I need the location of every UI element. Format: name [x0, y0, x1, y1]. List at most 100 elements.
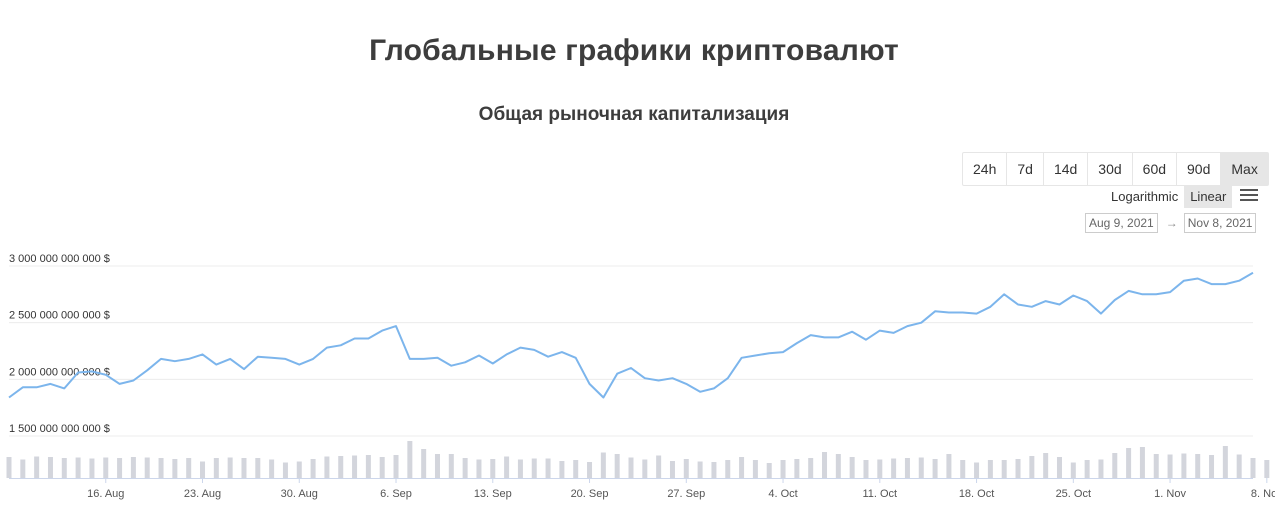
volume-bar [47, 457, 53, 478]
volume-bar [310, 459, 316, 478]
volume-bar [932, 459, 938, 478]
volume-bar [255, 458, 261, 478]
volume-bar [711, 462, 717, 478]
volume-bar [1250, 458, 1256, 478]
x-tick-label: 27. Sep [667, 488, 705, 500]
y-tick-label: 3 000 000 000 000 $ [9, 253, 110, 265]
x-tick-label: 4. Oct [768, 488, 797, 500]
volume-bar [849, 457, 855, 478]
volume-bar [1015, 459, 1021, 478]
market-cap-chart: 1 500 000 000 000 $ 2 000 000 000 000 $ 2 … [6, 253, 1275, 500]
volume-bar [1070, 462, 1076, 478]
range-button-30d[interactable]: 30d [1088, 153, 1133, 185]
volume-bar [891, 458, 897, 478]
x-tick-label: 11. Oct [862, 488, 897, 500]
x-tick-label: 16. Aug [87, 488, 124, 500]
linear-scale-button[interactable]: Linear [1184, 184, 1233, 208]
volume-bar [227, 457, 233, 478]
volume-bar [241, 458, 247, 478]
volume-bar [808, 458, 814, 478]
volume-bar [835, 454, 841, 478]
volume-bar [697, 461, 703, 478]
volume-bar [1264, 460, 1270, 478]
volume-bar [863, 460, 869, 478]
volume-bar [517, 459, 523, 478]
date-from-input[interactable]: Aug 9, 2021 [1085, 213, 1158, 233]
hamburger-menu-icon[interactable] [1240, 189, 1259, 203]
range-button-60d[interactable]: 60d [1133, 153, 1178, 185]
volume-bar [61, 458, 67, 478]
x-tick-label: 8. Nov [1251, 488, 1275, 500]
volume-bar [448, 454, 454, 478]
x-tick-label: 13. Sep [474, 488, 512, 500]
volume-bar [365, 455, 371, 478]
date-range-inputs: Aug 9, 2021 → Nov 8, 2021 [1085, 212, 1257, 234]
x-tick-label: 30. Aug [281, 488, 318, 500]
y-tick-label: 1 500 000 000 000 $ [9, 423, 110, 435]
volume-bar [573, 460, 579, 478]
range-button-7d[interactable]: 7d [1007, 153, 1044, 185]
volume-bar [725, 460, 731, 478]
volume-bar [407, 441, 413, 478]
volume-bar [1195, 454, 1201, 478]
volume-bar [490, 459, 496, 478]
range-button-90d[interactable]: 90d [1177, 153, 1222, 185]
volume-bar [117, 458, 123, 478]
volume-bar [379, 457, 385, 478]
chart-title: Общая рыночная капитализация [478, 104, 790, 125]
volume-bar [338, 456, 344, 478]
volume-bar [20, 459, 26, 478]
volume-bar [1222, 446, 1228, 478]
volume-bar [642, 459, 648, 478]
volume-bar [1001, 460, 1007, 478]
range-button-14d[interactable]: 14d [1044, 153, 1089, 185]
volume-bar [974, 462, 980, 478]
volume-bar [393, 455, 399, 478]
x-tick-label: 18. Oct [959, 488, 994, 500]
x-tick-label: 1. Nov [1154, 488, 1186, 500]
volume-bar [683, 459, 689, 478]
volume-bar [1209, 455, 1215, 478]
page-title: Глобальные графики криптовалют [369, 34, 899, 67]
volume-bar [1236, 454, 1242, 478]
volume-bar [6, 457, 12, 478]
volume-bar [213, 458, 219, 478]
volume-bar [600, 452, 606, 478]
volume-bar [1126, 448, 1132, 478]
volume-bar [987, 460, 993, 478]
range-button-max[interactable]: Max [1221, 153, 1268, 185]
volume-bar [545, 458, 551, 478]
logarithmic-scale-button[interactable]: Logarithmic [1111, 188, 1179, 204]
scale-toggle: Logarithmic Linear [1105, 183, 1259, 209]
volume-bar [434, 454, 440, 478]
volume-bar [877, 459, 883, 478]
volume-bar [531, 458, 537, 478]
volume-bar [269, 459, 275, 478]
volume-bar [587, 462, 593, 478]
date-to-input[interactable]: Nov 8, 2021 [1183, 213, 1257, 233]
x-tick-label: 23. Aug [184, 488, 221, 500]
volume-bar [669, 461, 675, 478]
volume-bar [822, 452, 828, 478]
volume-bar [103, 457, 109, 478]
volume-bar [628, 457, 634, 478]
range-button-24h[interactable]: 24h [963, 153, 1008, 185]
volume-bar [614, 454, 620, 478]
x-tick-label: 6. Sep [380, 488, 412, 500]
volume-bar [752, 460, 758, 478]
volume-bar [794, 459, 800, 478]
volume-bar [1029, 456, 1035, 478]
volume-bar [296, 461, 302, 478]
volume-bar [89, 458, 95, 478]
x-tick-label: 25. Oct [1056, 488, 1091, 500]
y-tick-label: 2 000 000 000 000 $ [9, 366, 110, 378]
volume-bar [186, 458, 192, 478]
volume-bar [1181, 453, 1187, 478]
volume-bar [34, 456, 40, 478]
volume-bar [1112, 453, 1118, 478]
volume-bar [504, 456, 510, 478]
volume-bar [130, 457, 136, 478]
volume-bar [476, 459, 482, 478]
volume-bar [324, 456, 330, 478]
volume-bar [1056, 457, 1062, 478]
